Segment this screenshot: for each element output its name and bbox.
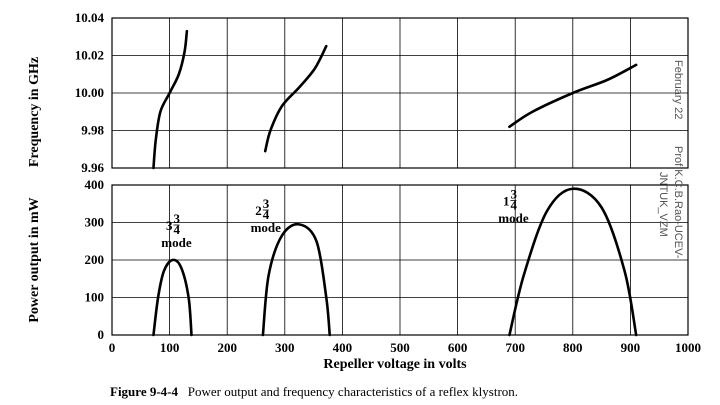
- mode-word: mode: [161, 235, 192, 250]
- x-axis-label: Repeller voltage in volts: [323, 357, 467, 372]
- power-tick-label: 300: [85, 215, 105, 230]
- power-curves: [152, 187, 638, 337]
- mode-number: 3: [166, 218, 173, 233]
- watermark-line-2: Prof.K.C.B.Rao-UCEV-: [672, 146, 684, 259]
- frequency-tick-label: 9.96: [81, 160, 104, 175]
- frequency-tick-label: 10.02: [75, 48, 104, 63]
- frequency-axis-label: Frequency in GHz: [27, 57, 42, 167]
- figure-label: Figure 9-4-4: [110, 384, 178, 399]
- power-axis-label: Power output in mW: [27, 197, 42, 322]
- power-tick-label: 0: [98, 327, 105, 342]
- watermark-line-1: February 22: [672, 60, 684, 119]
- mode-fraction-denominator: 4: [510, 198, 517, 213]
- x-tick-label: 1000: [675, 340, 701, 355]
- x-tick-label: 800: [563, 340, 583, 355]
- frequency-tick-label: 10.00: [75, 85, 104, 100]
- frequency-tick-label: 10.04: [75, 10, 105, 25]
- plot-frame: [111, 17, 689, 169]
- mode-number: 2: [255, 203, 262, 218]
- mode-word: mode: [251, 220, 282, 235]
- plot-frame: [111, 184, 689, 336]
- tick-labels: 9.96 9.98 10.00 10.02 10.04 0 100 200 300 400 0 100…: [75, 10, 701, 355]
- figure-caption: Figure 9-4-4 Power output and frequency …: [110, 384, 518, 400]
- mode-fraction-denominator: 4: [173, 222, 180, 237]
- x-tick-label: 200: [217, 340, 237, 355]
- mode-fraction-denominator: 4: [263, 207, 270, 222]
- frequency-curve-1: [152, 29, 189, 170]
- power-tick-label: 400: [85, 177, 105, 192]
- x-tick-label: 500: [390, 340, 410, 355]
- frequency-tick-label: 9.98: [81, 123, 104, 138]
- power-tick-label: 100: [85, 290, 105, 305]
- power-grid: [111, 184, 689, 336]
- x-tick-label: 400: [333, 340, 353, 355]
- power-tick-label: 200: [85, 252, 105, 267]
- frequency-curves: [152, 29, 638, 170]
- watermark: February 22 Prof.K.C.B.Rao-UCEV- JNTUK_V…: [657, 60, 684, 259]
- x-tick-label: 300: [275, 340, 295, 355]
- mode-fraction-numerator: 3: [263, 196, 270, 211]
- mode-word: mode: [498, 211, 529, 226]
- x-tick-label: 700: [505, 340, 525, 355]
- x-tick-label: 0: [109, 340, 116, 355]
- frequency-grid: [111, 17, 689, 169]
- figure-caption-text: Power output and frequency characteristi…: [187, 384, 519, 399]
- power-curve-2: [261, 222, 332, 337]
- mode-number: 1: [503, 194, 510, 209]
- mode-fraction-numerator: 3: [173, 211, 180, 226]
- power-curve-1: [152, 258, 193, 337]
- watermark-line-3: JNTUK_VZM: [657, 172, 669, 237]
- mode-fraction-numerator: 3: [510, 187, 517, 202]
- frequency-curve-3: [508, 63, 638, 129]
- x-tick-label: 900: [621, 340, 641, 355]
- x-tick-label: 100: [160, 340, 180, 355]
- power-curve-3: [508, 187, 638, 337]
- x-tick-label: 600: [448, 340, 468, 355]
- frequency-curve-2: [263, 44, 328, 153]
